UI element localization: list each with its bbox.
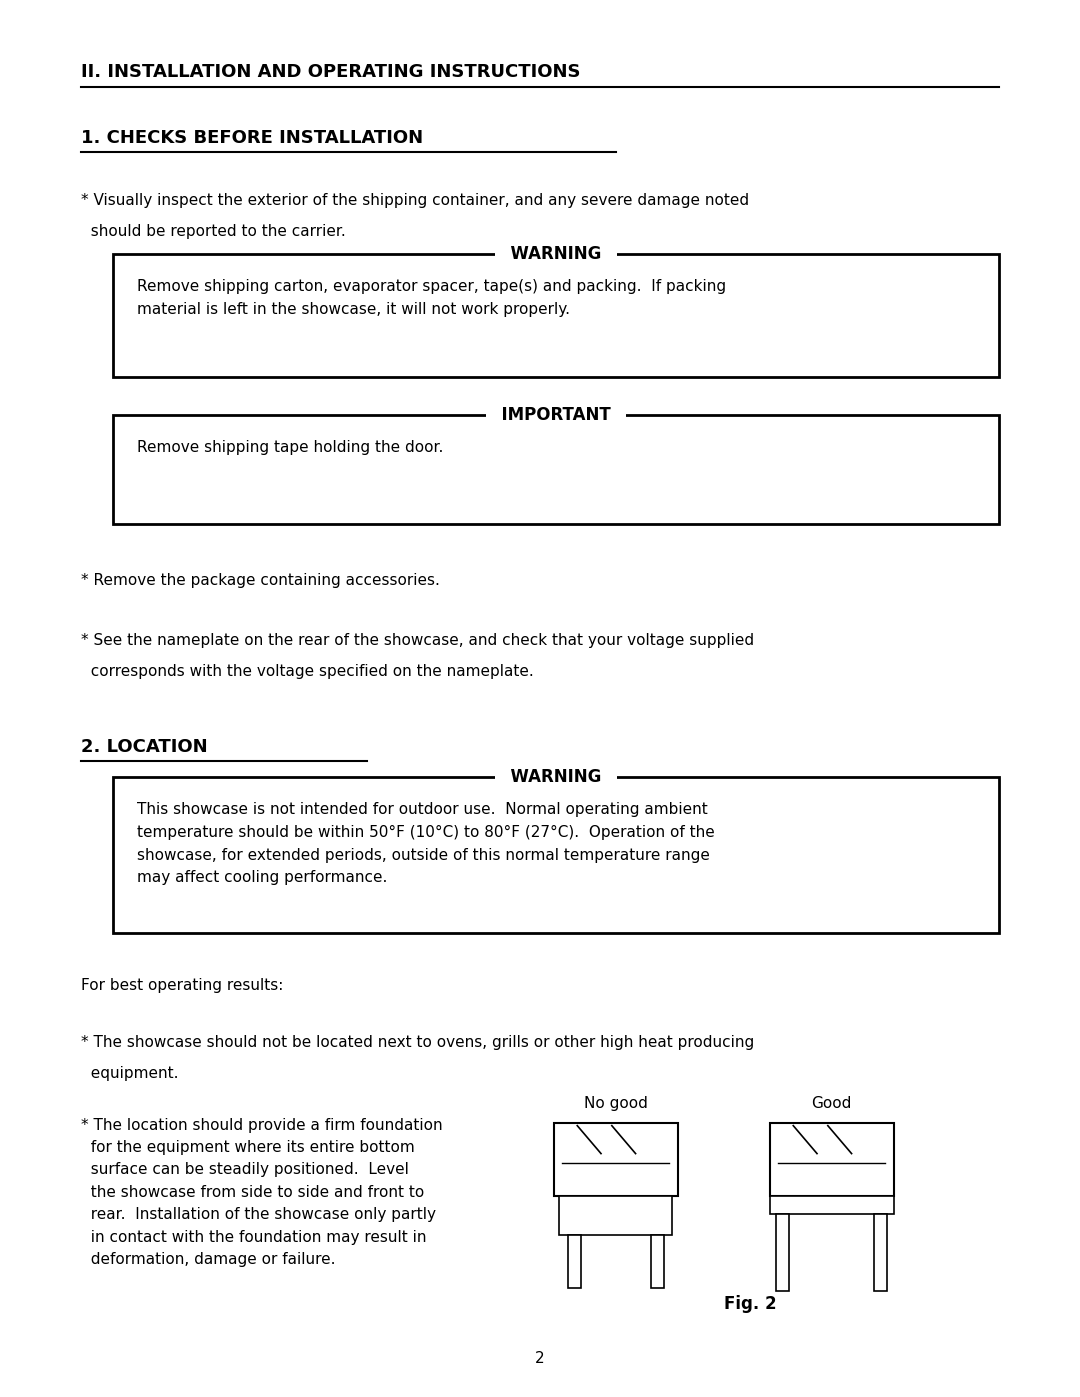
Bar bbox=[113, 254, 999, 377]
Text: II. INSTALLATION AND OPERATING INSTRUCTIONS: II. INSTALLATION AND OPERATING INSTRUCTI… bbox=[81, 63, 581, 81]
Bar bbox=[113, 777, 999, 933]
Text: * The showcase should not be located next to ovens, grills or other high heat pr: * The showcase should not be located nex… bbox=[81, 1035, 754, 1051]
Text: For best operating results:: For best operating results: bbox=[81, 978, 283, 993]
Bar bbox=[769, 1123, 894, 1196]
Text: * The location should provide a firm foundation
  for the equipment where its en: * The location should provide a firm fou… bbox=[81, 1118, 443, 1267]
Text: IMPORTANT: IMPORTANT bbox=[490, 407, 622, 423]
Bar bbox=[568, 1235, 581, 1288]
Bar bbox=[775, 1214, 788, 1291]
Text: This showcase is not intended for outdoor use.  Normal operating ambient
tempera: This showcase is not intended for outdoo… bbox=[137, 802, 715, 886]
Text: corresponds with the voltage specified on the nameplate.: corresponds with the voltage specified o… bbox=[81, 664, 534, 679]
Bar bbox=[769, 1196, 894, 1214]
Text: Remove shipping tape holding the door.: Remove shipping tape holding the door. bbox=[137, 440, 444, 455]
Text: 1. CHECKS BEFORE INSTALLATION: 1. CHECKS BEFORE INSTALLATION bbox=[81, 129, 423, 147]
Text: * Remove the package containing accessories.: * Remove the package containing accessor… bbox=[81, 573, 440, 588]
Text: WARNING: WARNING bbox=[499, 246, 613, 263]
Text: Fig. 2: Fig. 2 bbox=[725, 1295, 777, 1313]
Text: 2. LOCATION: 2. LOCATION bbox=[81, 738, 207, 756]
Text: WARNING: WARNING bbox=[499, 768, 613, 785]
Bar bbox=[113, 415, 999, 524]
Text: Good: Good bbox=[811, 1095, 852, 1111]
Bar bbox=[559, 1196, 672, 1235]
Text: equipment.: equipment. bbox=[81, 1066, 178, 1081]
Text: No good: No good bbox=[583, 1095, 648, 1111]
Text: Remove shipping carton, evaporator spacer, tape(s) and packing.  If packing
mate: Remove shipping carton, evaporator space… bbox=[137, 279, 726, 317]
Bar bbox=[875, 1214, 888, 1291]
Text: 2: 2 bbox=[536, 1351, 544, 1366]
Text: * See the nameplate on the rear of the showcase, and check that your voltage sup: * See the nameplate on the rear of the s… bbox=[81, 633, 754, 648]
Bar bbox=[554, 1123, 678, 1196]
Text: * Visually inspect the exterior of the shipping container, and any severe damage: * Visually inspect the exterior of the s… bbox=[81, 193, 750, 208]
Text: should be reported to the carrier.: should be reported to the carrier. bbox=[81, 224, 346, 239]
Bar bbox=[650, 1235, 663, 1288]
